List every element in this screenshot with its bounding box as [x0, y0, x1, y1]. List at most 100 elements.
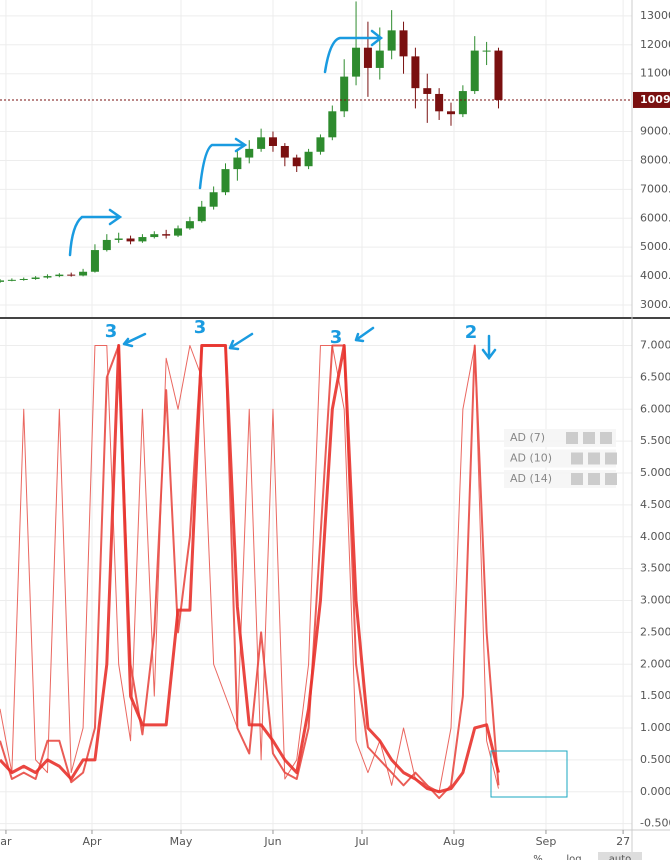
y-tick-label: 12000.0 — [640, 38, 670, 51]
y-tick-label: 11000.0 — [640, 67, 670, 80]
legend-icon[interactable] — [600, 432, 612, 444]
x-tick-label: May — [170, 835, 193, 848]
candle-body — [79, 271, 88, 276]
y-tick-label: 7000.0 — [640, 182, 670, 195]
annotation: 2 — [465, 322, 478, 343]
candle-body — [7, 279, 16, 281]
candle-body — [304, 151, 313, 167]
toolbar-button[interactable]: % — [533, 854, 543, 860]
candle-body — [411, 56, 420, 89]
ad-line — [0, 344, 500, 800]
x-tick-label: Aug — [443, 835, 464, 848]
candle-body — [102, 239, 111, 251]
legend-icon[interactable] — [588, 452, 600, 465]
legend: AD (7) AD (10) AD (14) — [504, 429, 617, 488]
legend-icon[interactable] — [588, 473, 600, 485]
candle-body — [328, 111, 337, 138]
y-tick-label: 1.5000 — [640, 689, 670, 702]
x-tick-label: Jul — [354, 835, 368, 848]
candle-body — [423, 88, 432, 94]
candle-body — [363, 47, 372, 68]
legend-icon[interactable] — [605, 473, 617, 485]
candle-body — [90, 250, 99, 272]
candle-body — [43, 276, 52, 278]
candle-body — [174, 228, 183, 236]
legend-label: AD (10) — [510, 452, 552, 465]
candle-body — [340, 76, 349, 112]
y-tick-label: -0.5000 — [640, 817, 670, 830]
y-tick-label: 4.5000 — [640, 498, 670, 511]
toolbar-active — [598, 852, 642, 860]
candle-body — [399, 30, 408, 57]
candle-body — [245, 148, 254, 158]
candle-body — [435, 93, 444, 112]
y-tick-label: 3.5000 — [640, 562, 670, 575]
x-tick-label: 27 — [616, 835, 630, 848]
legend-label: AD (7) — [510, 431, 545, 444]
candle-body — [150, 234, 159, 238]
y-tick-label: 6000.0 — [640, 211, 670, 224]
ad-line — [0, 344, 500, 794]
annotation: 3 — [330, 327, 343, 348]
candle-body — [19, 278, 28, 280]
annotation-arrows — [68, 29, 497, 361]
candle-body — [257, 137, 266, 149]
legend-icon[interactable] — [571, 473, 583, 485]
legend-icon[interactable] — [605, 452, 617, 465]
legend-icon[interactable] — [583, 432, 595, 444]
x-tick-label: Jun — [263, 835, 281, 848]
candle-body — [470, 50, 479, 92]
candle-body — [221, 169, 230, 193]
candle-body — [482, 50, 491, 52]
x-tick-label: ar — [0, 835, 12, 848]
y-tick-label: 2.5000 — [640, 625, 670, 638]
y-tick-label: 9000.0 — [640, 125, 670, 138]
y-tick-label: 6.5000 — [640, 370, 670, 383]
candle-body — [209, 192, 218, 207]
y-tick-label: 0.5000 — [640, 753, 670, 766]
candle-body — [316, 137, 325, 152]
candle-body — [114, 238, 123, 240]
candle-body — [138, 237, 147, 242]
candle-body — [197, 206, 206, 222]
candle-body — [55, 274, 64, 277]
bottom-toolbar: % log auto — [533, 852, 642, 860]
candle-body — [292, 157, 301, 167]
x-tick-label: Sep — [536, 835, 557, 848]
toolbar-button[interactable]: auto — [609, 854, 632, 860]
candle-body — [352, 47, 361, 77]
candle-body — [185, 221, 194, 229]
candle-body — [67, 274, 76, 276]
candle-body — [458, 91, 467, 115]
y-tick-label: 4000.0 — [640, 269, 670, 282]
last-price-label: 10092 — [640, 93, 670, 106]
candle-body — [268, 137, 277, 146]
y-tick-label: 8000.0 — [640, 153, 670, 166]
candle-body — [387, 30, 396, 51]
x-tick-label: Apr — [82, 835, 102, 848]
candle-body — [31, 277, 40, 279]
candle-body — [233, 157, 242, 170]
legend-icon[interactable] — [566, 432, 578, 444]
y-tick-label: 5000.0 — [640, 240, 670, 253]
candle-body — [447, 111, 456, 115]
candle-body — [0, 280, 4, 282]
last-price-tag — [633, 91, 670, 108]
y-tick-label: 5.5000 — [640, 434, 670, 447]
candle-body — [280, 145, 289, 158]
candle-body — [375, 50, 384, 68]
toolbar-button[interactable]: log — [566, 854, 581, 860]
candle-body — [162, 234, 171, 236]
legend-icon[interactable] — [571, 452, 583, 465]
marks-layer — [0, 1, 632, 800]
annotation: 3 — [105, 321, 118, 342]
